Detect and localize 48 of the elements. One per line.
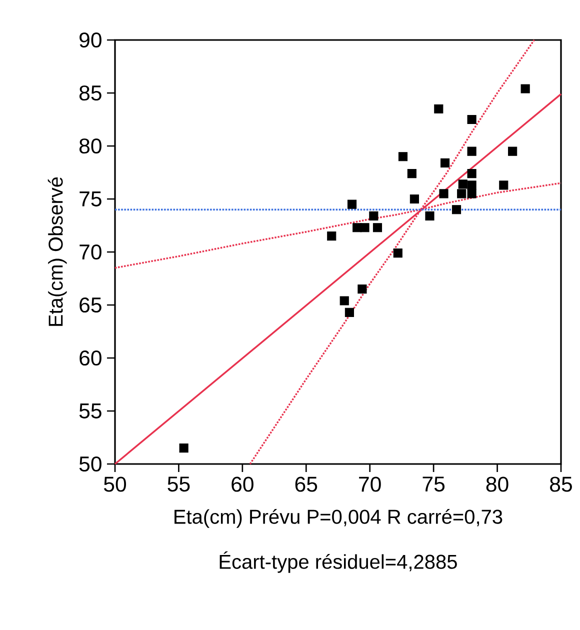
y-axis-title: Eta(cm) Observé xyxy=(48,177,67,326)
x-tick-label: 65 xyxy=(295,476,318,492)
x-tick-label: 60 xyxy=(232,476,254,492)
point xyxy=(410,194,419,204)
point xyxy=(344,308,354,317)
y-tick-label: 80 xyxy=(79,138,102,154)
point xyxy=(440,158,450,168)
point xyxy=(393,248,402,258)
y-tick-label: 60 xyxy=(80,350,102,366)
point xyxy=(499,180,508,190)
point xyxy=(467,114,476,124)
point xyxy=(467,169,476,178)
point xyxy=(458,180,468,189)
point xyxy=(358,284,367,294)
y-tick-label: 55 xyxy=(79,404,102,418)
point xyxy=(340,296,349,306)
point xyxy=(457,189,466,198)
point xyxy=(179,444,188,453)
y-tick-label: 90 xyxy=(80,32,102,48)
point xyxy=(467,180,476,190)
y-tick-label: 75 xyxy=(80,192,102,206)
x-tick-label: 85 xyxy=(550,476,572,492)
text: Écart-type résiduel=4,2885 xyxy=(220,551,457,573)
y-tick-label: 65 xyxy=(80,297,102,313)
point xyxy=(467,189,476,198)
y-tick-label: 70 xyxy=(80,244,102,260)
point xyxy=(347,200,357,209)
point xyxy=(467,146,476,156)
x-axis-title: Eta(cm) Prévu P=0,004 R carré=0,73 xyxy=(174,508,502,528)
point xyxy=(520,84,530,94)
x-tick-label: 75 xyxy=(422,476,445,492)
point xyxy=(407,169,416,178)
y-tick-label: 50 xyxy=(79,456,102,472)
y-tick-label: 85 xyxy=(79,85,102,101)
point xyxy=(398,152,408,162)
x-tick-label: 80 xyxy=(486,476,508,492)
point xyxy=(369,211,378,220)
point xyxy=(372,223,382,232)
point xyxy=(439,189,448,198)
point xyxy=(425,211,434,220)
x-tick-label: 55 xyxy=(168,476,190,492)
point xyxy=(508,146,518,156)
point xyxy=(434,104,444,114)
point xyxy=(327,232,336,241)
point xyxy=(360,223,370,232)
x-tick-label: 50 xyxy=(104,476,126,492)
point xyxy=(452,205,462,214)
x-tick-label: 70 xyxy=(359,476,381,492)
